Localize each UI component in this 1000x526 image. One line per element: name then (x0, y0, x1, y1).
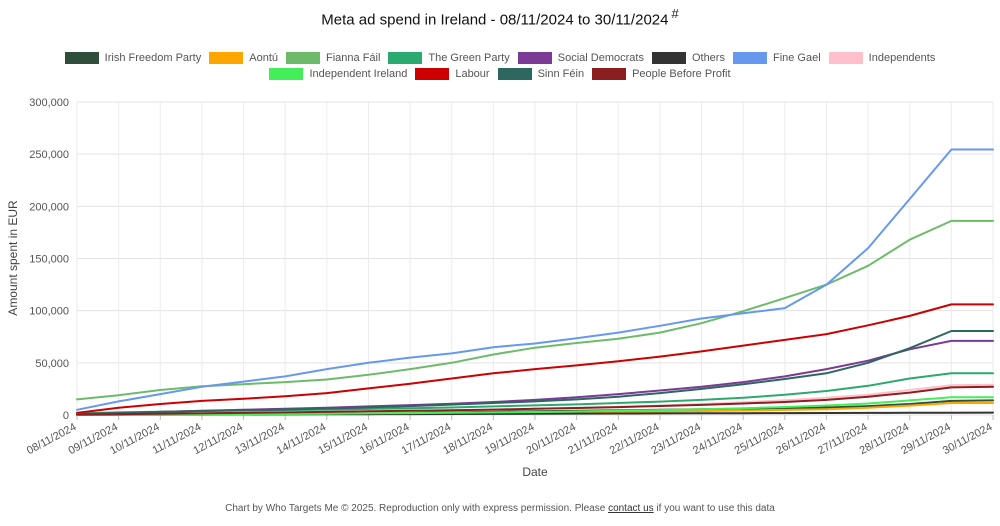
legend-swatch (388, 52, 423, 64)
legend-swatch (732, 52, 767, 64)
y-axis-label: Amount spent in EUR (6, 200, 20, 316)
legend-label: Independents (868, 52, 936, 64)
legend-swatch (269, 68, 304, 80)
title-anchor-link[interactable]: # (671, 6, 679, 21)
y-tick-label: 300,000 (29, 97, 69, 109)
y-tick-label: 50,000 (35, 358, 69, 370)
legend-item[interactable]: Social Democrats (517, 52, 644, 64)
y-tick-label: 250,000 (29, 149, 69, 161)
contact-us-link[interactable]: contact us (608, 503, 654, 514)
legend-item[interactable]: Sinn Féin (497, 68, 585, 80)
footer-text: Chart by Who Targets Me © 2025. Reproduc… (225, 503, 609, 514)
y-tick-label: 0 (63, 410, 69, 422)
legend-item[interactable]: Others (651, 52, 725, 64)
legend-label: People Before Profit (632, 68, 731, 80)
legend-item[interactable]: Irish Freedom Party (64, 52, 202, 64)
x-axis-label: Date (522, 465, 548, 479)
legend-swatch (517, 52, 552, 64)
series-line-6[interactable] (76, 148, 994, 411)
legend-label: Fianna Fáil (326, 52, 381, 64)
legend-label: Sinn Féin (537, 68, 585, 80)
legend-item[interactable]: Fianna Fáil (286, 52, 380, 64)
legend-swatch (828, 52, 863, 64)
legend-swatch (286, 52, 320, 64)
legend-label: Others (691, 52, 725, 64)
series-line-10[interactable] (76, 330, 994, 415)
series-line-2[interactable] (76, 219, 994, 401)
legend-item[interactable]: Labour (415, 68, 490, 80)
legend-swatch (64, 52, 99, 64)
legend-item[interactable]: Fine Gael (732, 52, 821, 64)
legend-item[interactable]: Independents (828, 52, 936, 64)
legend-swatch (651, 52, 686, 64)
legend-swatch (497, 68, 532, 80)
legend-label: Aontú (249, 52, 278, 64)
legend-label: Independent Ireland (309, 68, 408, 80)
series-line-8[interactable] (76, 396, 994, 416)
y-tick-label: 150,000 (29, 254, 69, 266)
legend-item[interactable]: Aontú (209, 52, 278, 64)
legend-swatch (209, 52, 244, 64)
series-line-11[interactable] (76, 385, 994, 416)
footer: Chart by Who Targets Me © 2025. Reproduc… (0, 503, 1000, 514)
legend-label: Irish Freedom Party (104, 52, 202, 64)
legend-label: The Green Party (428, 52, 510, 64)
chart-series (76, 148, 994, 416)
y-tick-label: 200,000 (29, 201, 69, 213)
legend-swatch (592, 68, 627, 80)
legend: Irish Freedom Party Aontú Fianna Fáil The G… (10, 52, 990, 80)
chart-title: Meta ad spend in Ireland - 08/11/2024 to… (321, 11, 669, 29)
chart-grid (76, 101, 994, 416)
legend-item[interactable]: People Before Profit (592, 68, 731, 80)
footer-text-end: if you want to use this data (653, 503, 775, 514)
y-tick-label: 100,000 (29, 306, 69, 318)
legend-item[interactable]: The Green Party (388, 52, 510, 64)
legend-label: Social Democrats (557, 52, 644, 64)
series-line-9[interactable] (76, 303, 994, 414)
legend-swatch (415, 68, 450, 80)
line-chart: 0 50,000 100,000 150,000 200,000 250,000 300,0… (6, 97, 994, 479)
legend-item[interactable]: Independent Ireland (269, 68, 407, 80)
legend-label: Fine Gael (772, 52, 821, 64)
legend-label: Labour (455, 68, 490, 80)
chart-title-wrap: Meta ad spend in Ireland - 08/11/2024 to… (0, 6, 1000, 29)
